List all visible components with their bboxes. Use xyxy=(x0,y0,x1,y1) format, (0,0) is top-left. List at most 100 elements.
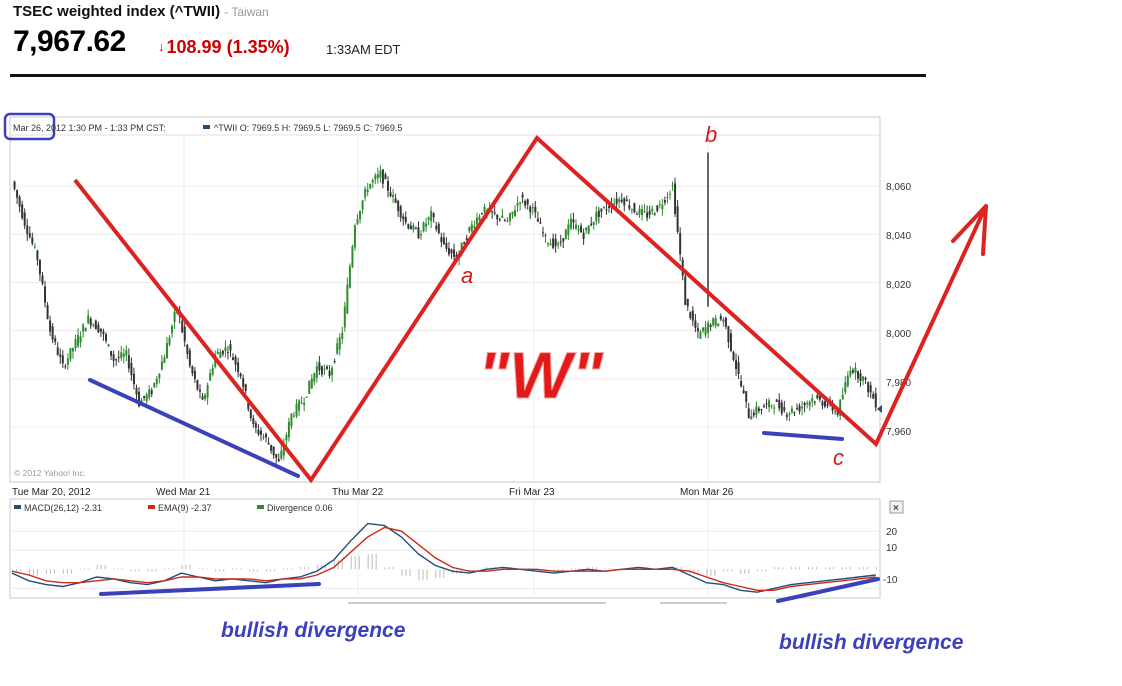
candle-body xyxy=(290,413,293,427)
candle-body xyxy=(867,382,870,393)
divergence-bar xyxy=(20,569,21,572)
divergence-bar xyxy=(219,569,221,572)
candle-body xyxy=(257,429,260,435)
macd-swatch xyxy=(14,505,21,509)
info-range: , 2012 1:30 PM - 1:33 PM CST: xyxy=(41,123,166,133)
divergence-bar xyxy=(49,569,51,574)
divergence-bar xyxy=(587,567,589,570)
divergence-bar xyxy=(409,569,411,576)
candle-body xyxy=(150,390,153,394)
candle-body xyxy=(295,403,298,417)
divergence-bar xyxy=(172,568,174,570)
candle-body xyxy=(420,234,423,236)
candle-body xyxy=(331,367,334,376)
candle-body xyxy=(277,459,280,462)
close-panel-button[interactable]: × xyxy=(889,500,904,514)
candle-body xyxy=(74,339,77,348)
candle-body xyxy=(737,362,740,375)
w-pattern-line xyxy=(73,134,988,484)
divergence-bar xyxy=(477,569,479,572)
candle-body xyxy=(859,373,862,381)
divergence-bar xyxy=(761,569,763,572)
divergence-bar xyxy=(257,569,259,572)
candle-body xyxy=(793,412,796,414)
divergence-bar xyxy=(232,568,234,570)
candle-body xyxy=(778,400,781,409)
candle-body xyxy=(539,222,542,224)
candle-body xyxy=(219,351,222,359)
divergence-bar xyxy=(375,553,377,570)
divergence-bar xyxy=(96,564,98,570)
candle-body xyxy=(625,199,628,202)
divergence-bar xyxy=(36,569,38,576)
candle-body xyxy=(336,343,339,354)
divergence-bar xyxy=(266,569,268,572)
candle-body xyxy=(465,238,468,240)
candle-body xyxy=(506,220,509,222)
divergence-bar xyxy=(240,568,242,570)
candle-body xyxy=(691,310,694,321)
candle-body xyxy=(204,394,207,400)
candle-body xyxy=(49,320,52,332)
candle-body xyxy=(130,362,133,376)
candle-body xyxy=(287,421,290,438)
info-bar: Mar 26, 2012 1:30 PM - 1:33 PM CST: xyxy=(13,123,166,133)
candle-body xyxy=(206,385,209,398)
candle-body xyxy=(557,243,560,245)
candle-body xyxy=(567,224,570,236)
candle-body xyxy=(300,402,303,404)
divergence-bar xyxy=(574,568,576,570)
macd-tick-label: 20 xyxy=(886,527,898,538)
candle-body xyxy=(813,401,816,403)
candle-body xyxy=(308,380,311,394)
divergence-bar xyxy=(757,569,759,572)
candle-body xyxy=(765,403,768,405)
point-b-label: b xyxy=(705,122,717,147)
candle-body xyxy=(498,219,501,221)
divergence-bar xyxy=(782,567,784,570)
index-name: TSEC weighted index (^TWII) xyxy=(13,3,221,20)
candle-body xyxy=(745,391,748,402)
divergence-bar xyxy=(578,568,580,570)
candle-body xyxy=(808,401,811,406)
divergence-bar xyxy=(473,569,475,572)
candle-body xyxy=(41,275,44,284)
candle-body xyxy=(132,374,135,385)
candle-body xyxy=(361,200,364,210)
candle-body xyxy=(69,347,72,360)
candle-body xyxy=(36,250,39,261)
divergence-bar xyxy=(32,569,34,576)
divergence-bar xyxy=(740,569,742,574)
divergence-bar xyxy=(808,567,810,570)
candle-body xyxy=(493,212,496,214)
candle-body xyxy=(696,328,699,332)
divergence-bar xyxy=(765,569,767,572)
y-tick-label: 8,040 xyxy=(886,231,911,242)
divergence-bar xyxy=(215,569,217,572)
candle-body xyxy=(790,408,793,413)
divergence-bar xyxy=(435,569,437,579)
candle-body xyxy=(674,183,677,214)
candle-body xyxy=(145,394,148,402)
divergence-bar xyxy=(710,569,712,576)
divergence-bar xyxy=(113,568,115,570)
candle-body xyxy=(272,446,275,456)
candle-body xyxy=(107,344,110,347)
candle-body xyxy=(468,227,471,231)
ohlc-readout: ^TWII O: 7969.5 H: 7969.5 L: 7969.5 C: 7… xyxy=(214,123,402,133)
candle-body xyxy=(381,169,384,184)
candle-body xyxy=(409,225,412,230)
candle-body xyxy=(115,359,118,361)
candle-body xyxy=(605,209,608,211)
candle-body xyxy=(620,199,623,202)
candle-body xyxy=(646,212,649,218)
candle-body xyxy=(165,342,168,359)
candle-body xyxy=(709,324,712,327)
candle-body xyxy=(798,405,801,412)
candle-body xyxy=(686,298,689,307)
divergence-bar xyxy=(392,567,394,570)
candle-body xyxy=(298,400,301,411)
candle-body xyxy=(651,208,654,212)
divergence-bar xyxy=(828,567,830,570)
candle-body xyxy=(491,211,494,213)
